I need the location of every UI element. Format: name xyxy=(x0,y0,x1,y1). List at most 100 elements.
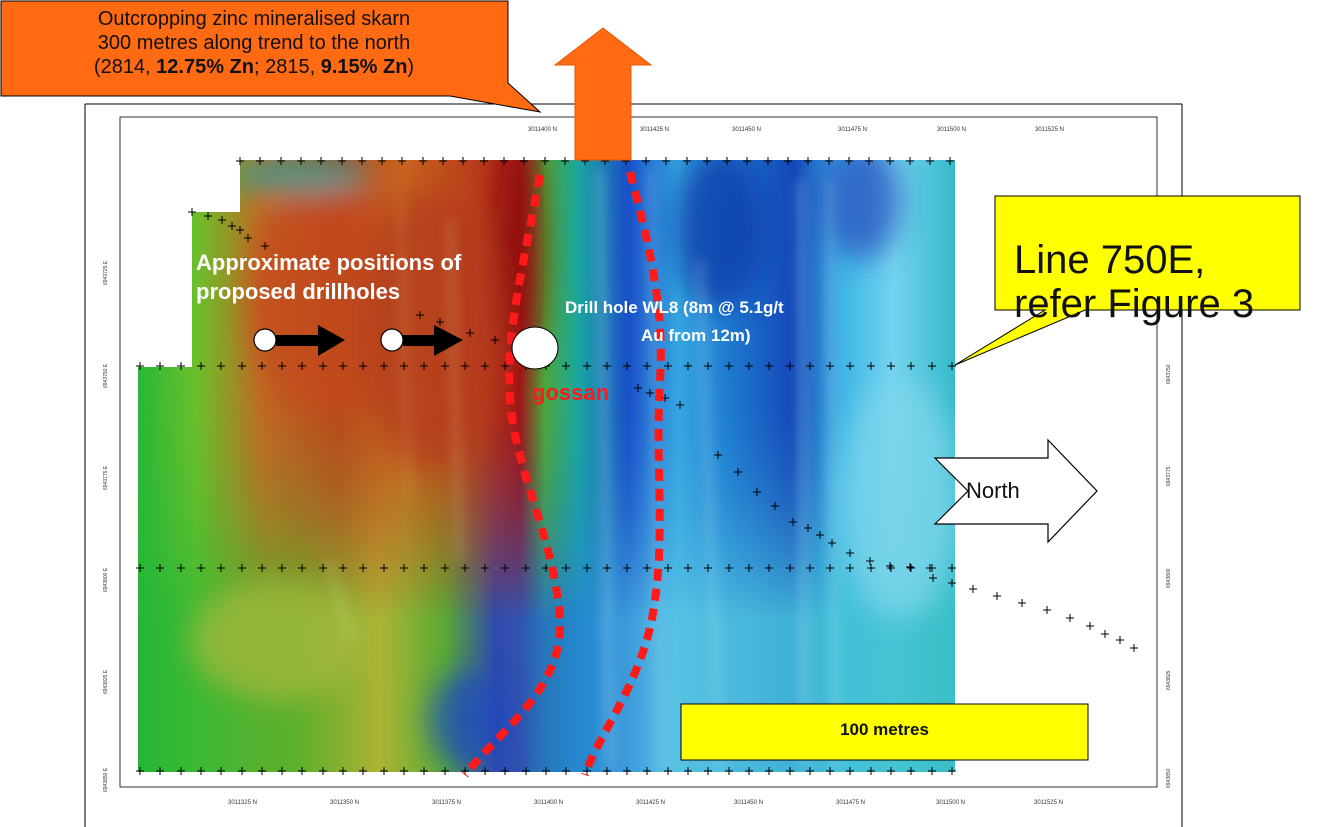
survey-station-cross xyxy=(319,767,327,775)
survey-station-cross xyxy=(359,362,367,370)
bottom-tick: 3011325 N xyxy=(228,800,257,806)
survey-station-cross xyxy=(583,767,591,775)
survey-station-cross xyxy=(786,564,794,572)
survey-station-cross xyxy=(258,362,266,370)
survey-station-cross xyxy=(725,564,733,572)
left-tick: 6943750 E xyxy=(103,363,109,388)
top-tick: 3011500 N xyxy=(937,127,966,133)
survey-station-cross xyxy=(906,157,914,165)
survey-station-cross xyxy=(765,767,773,775)
survey-station-cross xyxy=(238,564,246,572)
survey-station-cross xyxy=(684,564,692,572)
survey-station-cross xyxy=(907,362,915,370)
survey-station-cross xyxy=(317,157,325,165)
survey-station-cross xyxy=(561,157,569,165)
callout-north-label: Outcropping zinc mineralised skarn 300 m… xyxy=(1,1,507,96)
north-trend-arrow xyxy=(553,27,653,161)
survey-station-cross xyxy=(887,362,895,370)
proposed-drillhole-1 xyxy=(253,325,345,356)
survey-station-cross xyxy=(480,157,488,165)
survey-station-cross xyxy=(866,557,874,565)
left-tick: 6943775 E xyxy=(103,465,109,490)
survey-station-cross xyxy=(846,564,854,572)
survey-station-cross xyxy=(826,767,834,775)
proposed-drillhole-2 xyxy=(380,325,463,356)
survey-station-cross xyxy=(684,767,692,775)
survey-station-cross xyxy=(1086,622,1094,630)
survey-station-cross xyxy=(358,157,366,165)
right-tick: 6943825 xyxy=(1166,670,1172,690)
survey-stations xyxy=(136,157,1138,775)
survey-station-cross xyxy=(603,767,611,775)
bottom-tick: 3011375 N xyxy=(432,800,461,806)
survey-station-cross xyxy=(204,212,212,220)
north-label: North xyxy=(966,478,1020,503)
survey-station-cross xyxy=(339,767,347,775)
survey-station-cross xyxy=(786,767,794,775)
survey-station-cross xyxy=(643,564,651,572)
left-tick: 6943850 E xyxy=(103,767,109,792)
bottom-tick: 3011350 N xyxy=(330,800,359,806)
survey-station-cross xyxy=(380,362,388,370)
survey-station-cross xyxy=(228,222,236,230)
survey-station-cross xyxy=(714,451,722,459)
top-tick: 3011475 N xyxy=(838,127,867,133)
survey-station-cross xyxy=(865,157,873,165)
left-tick: 6943725 E xyxy=(103,260,109,285)
survey-station-cross xyxy=(197,362,205,370)
survey-station-cross xyxy=(297,157,305,165)
survey-station-cross xyxy=(500,157,508,165)
survey-station-cross xyxy=(867,767,875,775)
survey-station-cross xyxy=(217,362,225,370)
survey-station-cross xyxy=(256,157,264,165)
survey-station-cross xyxy=(806,564,814,572)
survey-station-cross xyxy=(380,767,388,775)
survey-station-cross xyxy=(846,767,854,775)
survey-station-cross xyxy=(745,767,753,775)
survey-station-cross xyxy=(764,157,772,165)
survey-station-cross xyxy=(948,767,956,775)
survey-station-cross xyxy=(461,362,469,370)
survey-station-cross xyxy=(420,564,428,572)
survey-station-cross xyxy=(806,362,814,370)
survey-station-cross xyxy=(846,362,854,370)
survey-station-cross xyxy=(501,362,509,370)
survey-station-cross xyxy=(826,564,834,572)
survey-station-cross xyxy=(623,767,631,775)
survey-station-cross xyxy=(753,488,761,496)
survey-station-cross xyxy=(419,157,427,165)
survey-station-cross xyxy=(907,767,915,775)
survey-station-cross xyxy=(562,564,570,572)
survey-station-cross xyxy=(725,362,733,370)
bottom-tick: 3011525 N xyxy=(1034,800,1063,806)
survey-station-cross xyxy=(459,157,467,165)
callout-north-box xyxy=(0,0,542,113)
survey-station-cross xyxy=(886,562,894,570)
survey-station-cross xyxy=(646,389,654,397)
scale-bar xyxy=(680,703,1089,761)
survey-station-cross xyxy=(662,157,670,165)
survey-station-cross xyxy=(664,564,672,572)
survey-station-cross xyxy=(734,468,742,476)
survey-station-cross xyxy=(828,539,836,547)
top-tick: 3011400 N xyxy=(528,127,557,133)
survey-station-cross xyxy=(948,579,956,587)
survey-station-cross xyxy=(481,767,489,775)
survey-station-cross xyxy=(380,564,388,572)
survey-station-cross xyxy=(197,564,205,572)
survey-station-cross xyxy=(929,574,937,582)
survey-station-cross xyxy=(725,767,733,775)
survey-station-cross xyxy=(867,564,875,572)
survey-station-cross xyxy=(642,157,650,165)
survey-station-cross xyxy=(177,564,185,572)
survey-station-cross xyxy=(416,311,424,319)
survey-station-cross xyxy=(156,362,164,370)
survey-station-cross xyxy=(826,362,834,370)
survey-station-cross xyxy=(420,362,428,370)
survey-station-cross xyxy=(704,564,712,572)
survey-station-cross xyxy=(928,362,936,370)
survey-station-cross xyxy=(926,564,934,572)
survey-station-cross xyxy=(258,767,266,775)
survey-station-cross xyxy=(277,157,285,165)
